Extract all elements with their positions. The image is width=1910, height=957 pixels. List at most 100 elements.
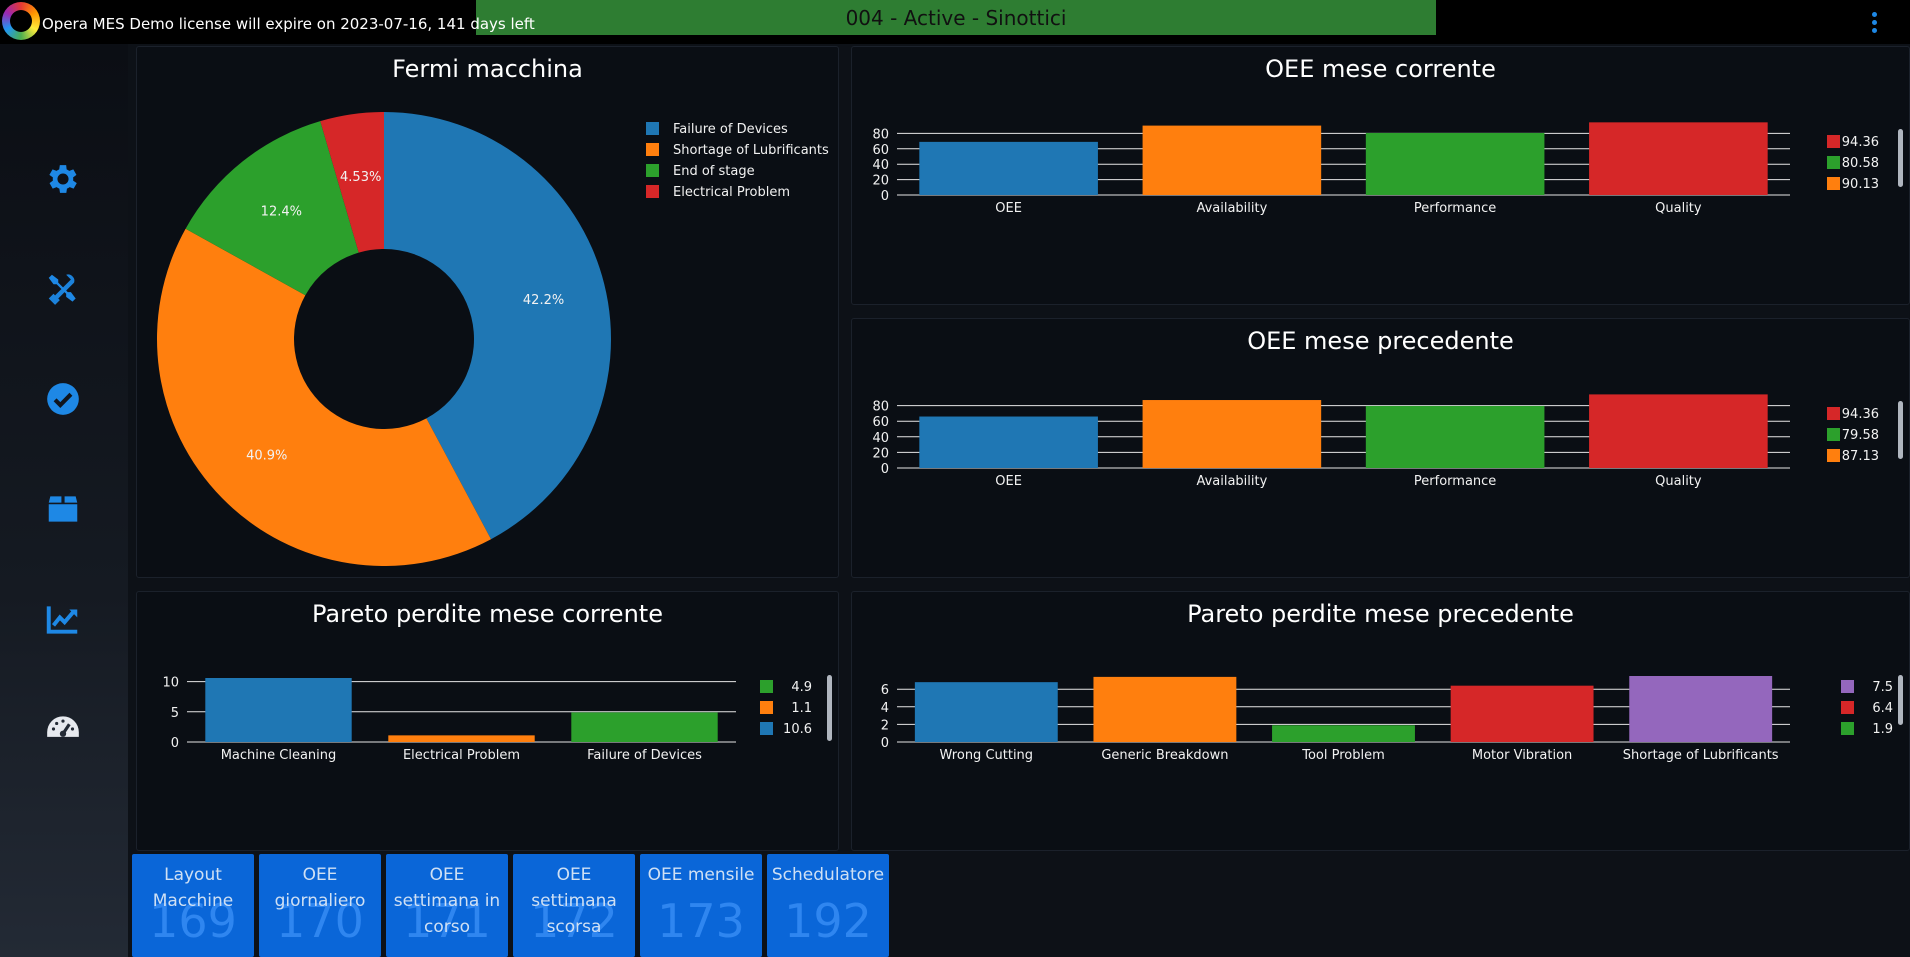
tools-icon[interactable]: [44, 270, 82, 308]
x-tick-label: Electrical Problem: [403, 748, 520, 763]
legend-label: 87.13: [1842, 449, 1879, 464]
pie-slice: [384, 112, 611, 540]
bar: [1142, 125, 1322, 195]
y-tick-label: 6: [881, 683, 889, 698]
tile-oee-giornaliero[interactable]: 170 OEE giornaliero: [259, 854, 381, 957]
legend-label: 80.58: [1842, 156, 1879, 171]
slice-label: 12.4%: [261, 204, 302, 219]
tile-layout-macchine[interactable]: 169 Layout Macchine: [132, 854, 254, 957]
panel-downtime: Fermi macchina 42.2% 40.9% 12.4% 4.53% Failu…: [136, 46, 839, 578]
legend-label: 6.4: [1872, 701, 1893, 716]
bar: [1450, 685, 1594, 742]
legend-swatch: [760, 722, 773, 735]
bar: [388, 735, 535, 742]
more-options-icon[interactable]: [1870, 12, 1878, 38]
tile-label: OEE settimana in corso: [393, 865, 501, 937]
x-tick-label: Motor Vibration: [1472, 748, 1572, 763]
x-tick-label: Performance: [1414, 201, 1496, 216]
tile-number: 173: [657, 894, 745, 948]
x-tick-label: OEE: [995, 201, 1022, 216]
pie-slice: [185, 121, 359, 296]
bar: [205, 678, 352, 742]
legend-scrollbar[interactable]: [1898, 401, 1903, 459]
bar: [1272, 725, 1415, 742]
panel-title: OEE mese corrente: [1265, 55, 1496, 83]
legend-scrollbar[interactable]: [1898, 129, 1903, 187]
legend-label: Electrical Problem: [673, 185, 790, 200]
legend-swatch: [1841, 680, 1854, 693]
sidebar: [0, 44, 128, 957]
box-icon[interactable]: [44, 490, 82, 528]
y-tick-label: 0: [171, 736, 179, 751]
y-tick-label: 80: [872, 127, 889, 142]
x-tick-label: Wrong Cutting: [940, 748, 1034, 763]
y-tick-label: 0: [881, 189, 889, 204]
legend-label: Shortage of Lubrificants: [673, 143, 829, 158]
pareto-current-bar-chart: 0 5 10 Machine Cleaning Electrical Problem Fa…: [162, 676, 812, 763]
panel-title: Pareto perdite mese corrente: [312, 600, 663, 628]
legend-label: 94.36: [1842, 407, 1879, 422]
x-tick-label: Quality: [1655, 474, 1702, 489]
bar: [914, 682, 1058, 742]
slice-label: 40.9%: [246, 448, 287, 463]
tile-oee-settimana-scorsa[interactable]: 172 OEE settimana scorsa: [513, 854, 635, 957]
panel-pareto-current: Pareto perdite mese corrente 0 5 10 Machine…: [136, 591, 839, 851]
x-tick-label: Quality: [1655, 201, 1702, 216]
panel-oee-previous: OEE mese precedente 0 20 40 60 80 OEE Availabi…: [851, 318, 1910, 578]
legend-label: 79.58: [1842, 428, 1879, 443]
bar: [571, 712, 718, 742]
bar: [919, 416, 1098, 468]
bar: [1589, 394, 1768, 468]
y-tick-label: 20: [872, 174, 889, 189]
y-tick-label: 10: [162, 676, 179, 691]
bar: [919, 141, 1098, 195]
tile-number: 171: [403, 894, 491, 948]
x-tick-label: Performance: [1414, 474, 1496, 489]
x-tick-label: Availability: [1196, 474, 1267, 489]
pareto-previous-bar-chart: 0 2 4 6 Wrong Cutting Generic Breakdown Tool P…: [881, 676, 1893, 763]
legend-scrollbar[interactable]: [827, 675, 832, 741]
legend-swatch: [1827, 407, 1840, 420]
top-bar: Opera MES Demo license will expire on 20…: [0, 0, 1910, 44]
legend-label: 7.5: [1872, 680, 1893, 695]
chart-trend-icon[interactable]: [44, 600, 82, 638]
tile-schedulatore[interactable]: 192 Schedulatore: [767, 854, 889, 957]
bar: [1365, 405, 1545, 468]
legend-label: End of stage: [673, 164, 755, 179]
gear-icon[interactable]: [44, 160, 82, 198]
legend-swatch: [646, 143, 659, 156]
tile-oee-settimana-in-corso[interactable]: 171 OEE settimana in corso: [386, 854, 508, 957]
legend-swatch: [646, 185, 659, 198]
app-logo: [2, 2, 40, 40]
check-circle-icon[interactable]: [44, 380, 82, 418]
y-tick-label: 4: [881, 701, 889, 716]
tile-label: Layout Macchine: [152, 865, 234, 911]
legend-label: 10.6: [783, 722, 812, 737]
x-tick-label: Tool Problem: [1301, 748, 1385, 763]
x-tick-label: Failure of Devices: [587, 748, 702, 763]
y-tick-label: 40: [872, 431, 889, 446]
tile-number: 192: [784, 894, 872, 948]
legend-swatch: [760, 701, 773, 714]
legend-swatch: [1841, 722, 1854, 735]
legend-swatch: [1841, 701, 1854, 714]
gauge-icon[interactable]: [44, 710, 82, 748]
x-tick-label: OEE: [995, 474, 1022, 489]
legend-label: 4.9: [791, 680, 812, 695]
y-tick-label: 60: [872, 143, 889, 158]
legend-swatch: [646, 164, 659, 177]
legend-swatch: [646, 122, 659, 135]
y-tick-label: 0: [881, 736, 889, 751]
legend-scrollbar[interactable]: [1898, 675, 1903, 725]
legend-swatch: [1827, 449, 1840, 462]
legend-label: 1.9: [1872, 722, 1893, 737]
panel-oee-current: OEE mese corrente 0 20 40 60 80 OEE Availabili…: [851, 46, 1910, 305]
bar: [1093, 676, 1237, 742]
slice-label: 42.2%: [523, 293, 564, 308]
x-tick-label: Shortage of Lubrificants: [1623, 748, 1779, 763]
legend-swatch: [1827, 177, 1840, 190]
tile-oee-mensile[interactable]: 173 OEE mensile: [640, 854, 762, 957]
bar: [1142, 400, 1322, 468]
